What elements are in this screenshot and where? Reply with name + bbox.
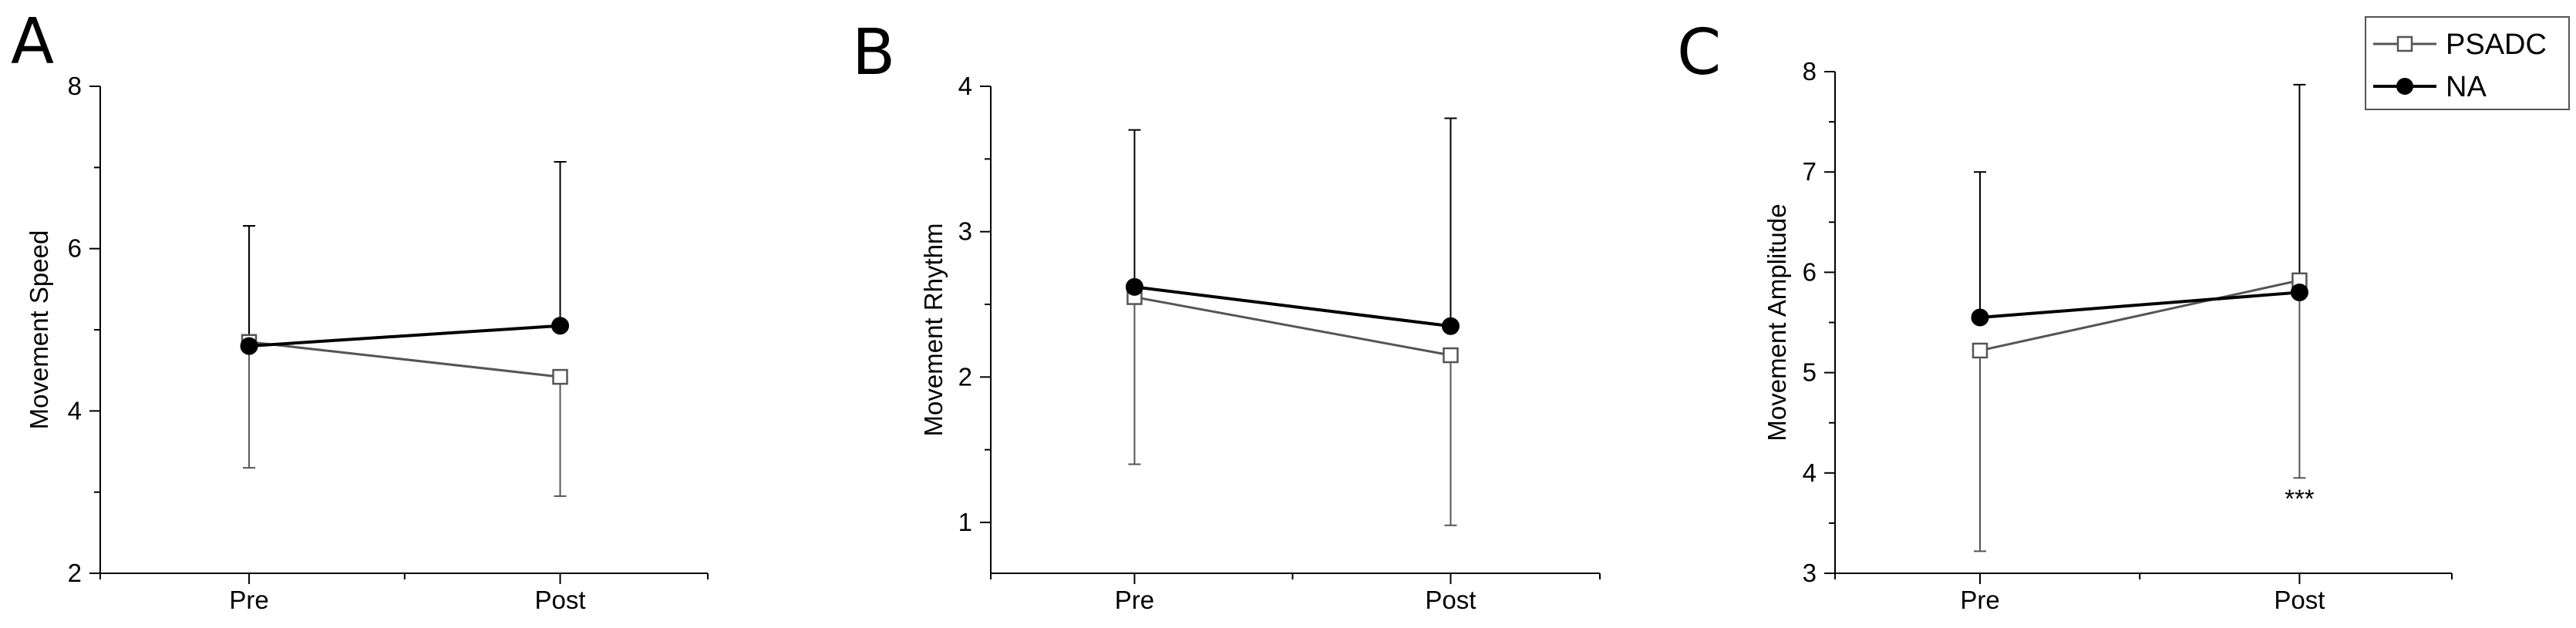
series-na [1974, 83, 2306, 319]
data-point-na [1125, 277, 1143, 296]
data-point-psadc [1972, 342, 1988, 359]
y-tick-label: 6 [1803, 257, 1817, 286]
y-tick-label: 7 [1803, 157, 1817, 186]
y-tick-label: 3 [1803, 559, 1817, 587]
x-tick-label: Pre [1960, 586, 1999, 614]
y-tick-label: 1 [958, 508, 972, 536]
data-point-na [1441, 317, 1460, 335]
series-line [1979, 290, 2300, 319]
series-na [243, 160, 567, 348]
data-point-na [240, 337, 258, 355]
data-point-na [1971, 308, 1989, 327]
series-psadc [243, 225, 567, 497]
y-tick-label: 4 [1803, 458, 1817, 487]
y-tick-label: 6 [68, 234, 82, 263]
legend-label: PSADC [2446, 29, 2547, 61]
panel-c: C 3 4 5 6 7 8 Pre Post Movement Amplitude *** [1677, 16, 2453, 614]
data-point-psadc [1443, 347, 1459, 364]
series-line [1134, 296, 1451, 357]
x-tick-label: Post [534, 586, 585, 614]
panel-a: A 2 4 6 8 Pre Post Movement Speed [11, 5, 709, 614]
y-tick-label: 8 [68, 72, 82, 100]
panel-letter: C [1677, 16, 1721, 89]
series-psadc [1974, 279, 2306, 552]
y-axis-title: Movement Rhythm [919, 223, 948, 437]
x-tick-label: Post [2274, 586, 2325, 614]
y-axis-title: Movement Speed [25, 230, 53, 430]
panel-letter: B [852, 16, 895, 89]
series-line [248, 324, 561, 348]
panel-letter: A [11, 5, 54, 79]
y-tick-label: 4 [68, 396, 82, 425]
legend-marker-square [2396, 35, 2413, 52]
y-tick-label: 3 [958, 217, 972, 246]
data-point-na [2290, 283, 2308, 301]
legend-box [2365, 16, 2570, 110]
significance-annotation: *** [2285, 484, 2315, 512]
legend: PSADC NA [2365, 16, 2570, 110]
series-line [248, 341, 561, 378]
y-tick-label: 5 [1803, 358, 1817, 387]
x-tick-label: Pre [229, 586, 268, 614]
series-na [1128, 117, 1457, 328]
series-psadc [1128, 296, 1457, 526]
data-point-na [551, 317, 570, 335]
series-line [1979, 279, 2300, 352]
x-tick-label: Pre [1115, 586, 1154, 614]
data-point-psadc [552, 368, 568, 385]
legend-label: NA [2446, 71, 2487, 103]
y-axis-title: Movement Amplitude [1763, 203, 1791, 441]
y-tick-label: 4 [958, 72, 972, 100]
y-tick-label: 2 [958, 362, 972, 391]
y-tick-label: 8 [1803, 57, 1817, 86]
legend-marker-circle [2396, 78, 2413, 95]
panel-b: B 1 2 3 4 Pre Post Movement Rhythm [852, 16, 1601, 614]
y-tick-label: 2 [68, 559, 82, 587]
x-tick-label: Post [1425, 586, 1476, 614]
series-line [1134, 285, 1451, 328]
